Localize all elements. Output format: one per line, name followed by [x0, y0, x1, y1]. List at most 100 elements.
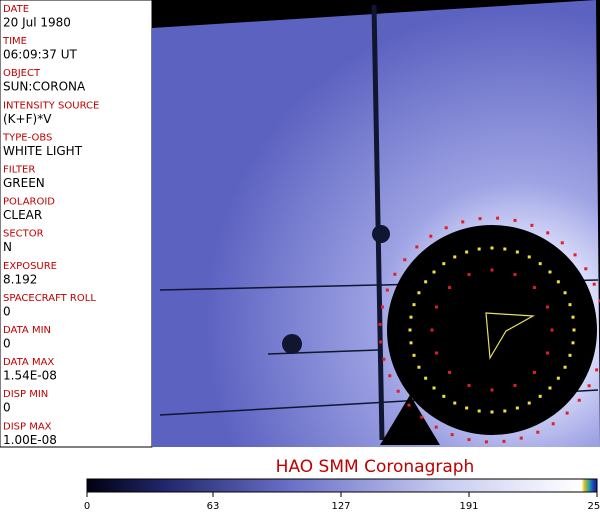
dot	[538, 262, 542, 266]
dot	[573, 253, 577, 257]
dot	[396, 389, 400, 393]
dot	[515, 406, 519, 410]
dot	[546, 231, 550, 235]
dot	[382, 357, 386, 361]
dot	[477, 409, 481, 413]
field-value: 8.192	[3, 272, 37, 286]
field-value: 1.00E-08	[3, 433, 57, 447]
field-value: 20 Jul 1980	[3, 16, 71, 30]
dot	[530, 223, 534, 227]
dot	[560, 241, 564, 245]
dot	[598, 299, 600, 303]
occulter	[387, 225, 597, 435]
dot	[424, 376, 428, 380]
dot	[420, 415, 424, 419]
dot	[484, 440, 488, 444]
dot	[550, 328, 554, 332]
dot	[572, 328, 576, 332]
dot	[565, 411, 569, 415]
dot	[571, 341, 575, 345]
dot	[503, 247, 507, 251]
sun-outline	[485, 312, 536, 360]
dot	[490, 388, 494, 392]
dot	[568, 353, 572, 357]
dot	[378, 322, 382, 326]
dot	[556, 376, 560, 380]
field-label: SPACECRAFT ROLL	[3, 293, 96, 304]
dot	[503, 409, 507, 413]
dot	[442, 394, 446, 398]
field-label: OBJECT	[3, 68, 41, 79]
dot	[502, 439, 506, 443]
field-value: 0	[3, 337, 11, 351]
dot	[442, 262, 446, 266]
dot	[592, 282, 596, 286]
field-value: GREEN	[3, 176, 45, 190]
dot	[380, 305, 384, 309]
dot	[430, 328, 434, 332]
dot	[432, 386, 436, 390]
field-value: CLEAR	[3, 208, 42, 222]
dot	[412, 303, 416, 307]
dot	[563, 365, 567, 369]
colorbar-tick-label: 0	[84, 501, 90, 512]
dot	[584, 267, 588, 271]
dot	[532, 286, 536, 290]
dot	[563, 291, 567, 295]
field-label: EXPOSURE	[3, 261, 57, 272]
dot	[450, 433, 454, 437]
dot	[478, 217, 482, 221]
dot	[434, 425, 438, 429]
dot	[551, 422, 555, 426]
dot	[424, 280, 428, 284]
field-value: 1.54E-08	[3, 369, 57, 383]
dot	[408, 328, 412, 332]
dot	[587, 384, 591, 388]
dot	[490, 268, 494, 272]
dot	[393, 272, 397, 276]
dot	[388, 374, 392, 378]
spot	[372, 225, 390, 243]
dot	[556, 280, 560, 284]
field-value: 06:09:37 UT	[3, 48, 77, 62]
dot	[385, 288, 389, 292]
field-label: SECTOR	[3, 229, 44, 240]
dot	[444, 226, 448, 230]
colorbar-tick-label: 255	[587, 501, 600, 512]
dot	[453, 401, 457, 405]
dot	[519, 436, 523, 440]
field-value: WHITE LIGHT	[3, 144, 83, 158]
dot	[548, 270, 552, 274]
dot	[467, 438, 471, 442]
dot	[527, 401, 531, 405]
dot	[568, 303, 572, 307]
field-value: SUN:CORONA	[3, 80, 86, 94]
field-label: DATE	[3, 4, 29, 15]
dot	[407, 403, 411, 407]
dot	[448, 370, 452, 374]
field-label: DISP MAX	[3, 421, 52, 432]
field-label: TIME	[2, 36, 27, 47]
dot	[453, 255, 457, 259]
dot	[496, 216, 500, 220]
field-value: N	[3, 240, 12, 254]
colorbar	[86, 478, 598, 493]
occulter-arm	[380, 395, 440, 445]
dot	[571, 315, 575, 319]
info-panel	[0, 0, 153, 448]
colorbar-tick-label: 127	[331, 501, 350, 512]
dot	[435, 351, 439, 355]
colorbar-tick-label: 191	[459, 501, 478, 512]
field-label: DATA MAX	[3, 357, 54, 368]
dot	[467, 273, 471, 277]
dot	[536, 430, 540, 434]
dot	[403, 258, 407, 262]
dot	[465, 250, 469, 254]
field-label: FILTER	[3, 165, 35, 176]
title: HAO SMM Coronagraph	[276, 457, 475, 477]
dot	[429, 234, 433, 238]
field-value: 0	[3, 401, 11, 415]
field-label: POLAROID	[3, 197, 55, 208]
field-label: DATA MIN	[3, 325, 51, 336]
